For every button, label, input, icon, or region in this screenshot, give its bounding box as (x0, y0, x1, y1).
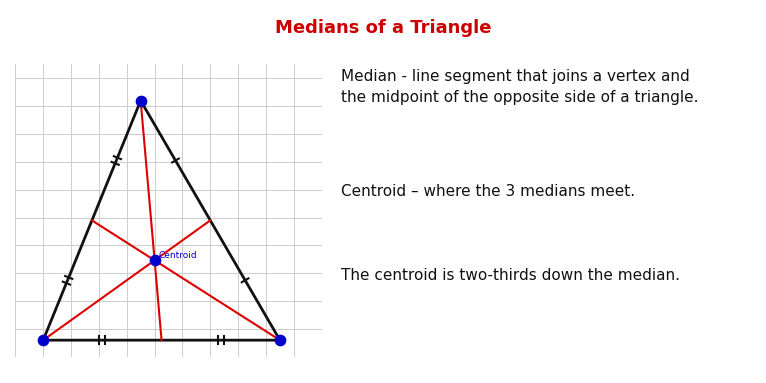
Point (273, 337, 286, 343)
Text: Medians of a Triangle: Medians of a Triangle (275, 19, 491, 37)
Text: The centroid is two-thirds down the median.: The centroid is two-thirds down the medi… (341, 268, 680, 283)
Point (149, 257, 161, 264)
Point (135, 98, 147, 104)
Text: Centroid – where the 3 medians meet.: Centroid – where the 3 medians meet. (341, 184, 635, 199)
Text: Centroid: Centroid (159, 250, 198, 260)
Point (37, 337, 49, 343)
Text: Median - line segment that joins a vertex and
the midpoint of the opposite side : Median - line segment that joins a verte… (341, 69, 699, 105)
